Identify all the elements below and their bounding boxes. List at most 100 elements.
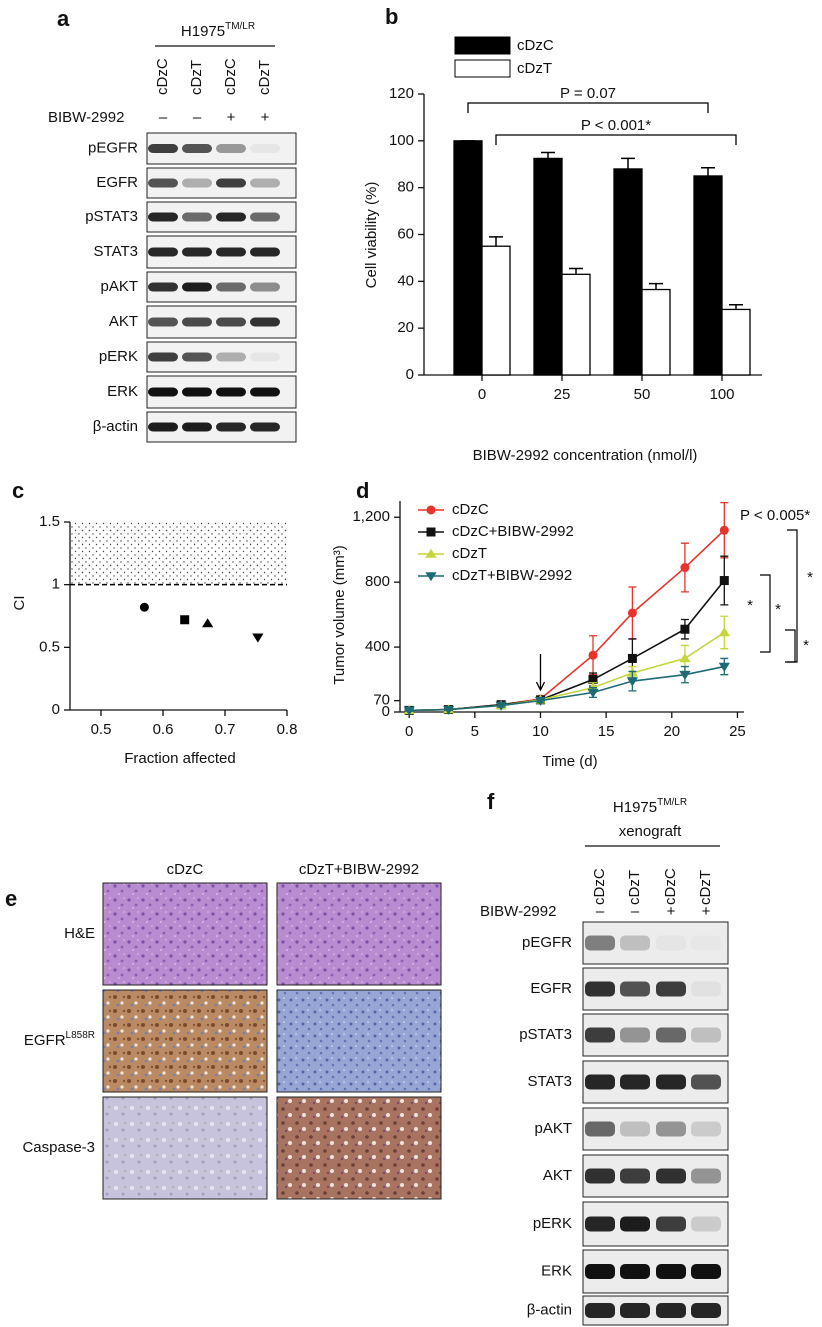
series-line (409, 665, 725, 712)
y-axis-title: Tumor volume (mm³) (331, 545, 348, 684)
blot-row-label: ERK (107, 383, 138, 400)
band (250, 282, 280, 292)
marker (719, 576, 729, 586)
marker (403, 706, 415, 716)
band (182, 212, 212, 222)
blot-row-label: pERK (99, 348, 138, 365)
error-bar (541, 151, 555, 159)
blot-row-label: β-actin (527, 1301, 572, 1318)
histology-row: Caspase-3 (22, 1139, 95, 1156)
y-tick-label: 1.5 (39, 513, 60, 530)
comparison-label: P < 0.001* (581, 117, 651, 134)
band (250, 422, 280, 432)
band (216, 247, 246, 257)
legend-label: cDzC (452, 501, 489, 518)
legend-label: cDzT (517, 60, 552, 77)
band (216, 317, 246, 327)
cell-line-sup: TM/LR (657, 797, 687, 808)
band (216, 387, 246, 397)
panel-label: f (487, 789, 495, 814)
band (216, 144, 246, 153)
blot-strip (582, 921, 729, 965)
bar (641, 288, 671, 376)
comparison-bracket (467, 102, 709, 113)
cell-line-name: H1975 (181, 23, 225, 40)
x-tick-label: 0.6 (153, 721, 174, 738)
marker (534, 696, 547, 706)
y-tick-label: 0 (382, 703, 390, 720)
model: xenograft (619, 823, 682, 840)
shaded-region (70, 522, 287, 585)
legend-swatch (454, 59, 511, 78)
micrograph (276, 989, 442, 1093)
marker (679, 653, 691, 663)
legend-label: cDzT (452, 545, 487, 562)
significance-mark: * (775, 601, 781, 618)
histology-column: cDzT+BIBW-2992 (299, 861, 419, 878)
p-value: P < 0.005* (740, 507, 810, 524)
band (182, 144, 212, 153)
band (691, 1303, 721, 1318)
error-bar (649, 282, 663, 290)
blot-row-label: pERK (533, 1215, 572, 1232)
band (620, 1074, 650, 1090)
band (585, 1216, 615, 1232)
cell-line-sup: TM/LR (225, 21, 255, 32)
micrograph (276, 1096, 442, 1200)
y-axis-title: Cell viability (%) (363, 182, 380, 289)
band (691, 1168, 721, 1184)
x-tick-label: 25 (554, 386, 571, 403)
lane-label: cDzC (662, 868, 679, 905)
x-axis-title: Time (d) (542, 753, 597, 770)
band (620, 1303, 650, 1318)
blot-row-label: ERK (541, 1262, 572, 1279)
series-line (409, 631, 725, 712)
marker (588, 675, 598, 685)
cell-line-name: H1975 (613, 799, 657, 816)
marker (718, 627, 730, 637)
band (620, 1264, 650, 1279)
significance-mark: * (807, 569, 813, 586)
marker (719, 525, 729, 535)
band (216, 212, 246, 222)
marker (180, 615, 190, 625)
band (620, 1168, 650, 1184)
blot-row-label: AKT (109, 313, 138, 330)
marker (252, 633, 264, 643)
y-tick-label: 60 (397, 225, 414, 242)
blot-row-label: STAT3 (94, 243, 138, 260)
legend-label: cDzT+BIBW-2992 (452, 567, 572, 584)
y-tick-label: 40 (397, 272, 414, 289)
x-tick-label: 15 (598, 723, 615, 740)
bar (533, 157, 563, 376)
treatment-mark: – (631, 903, 640, 920)
treatment-mark: – (193, 109, 202, 126)
y-tick-label: 100 (389, 132, 414, 149)
band (656, 1027, 686, 1043)
legend-swatch (454, 36, 511, 55)
treatment-mark: + (227, 109, 236, 126)
comparison-label: P = 0.07 (560, 85, 616, 102)
band (691, 1264, 721, 1279)
micrograph (102, 989, 268, 1093)
band (250, 352, 280, 362)
blot-row-label: pAKT (534, 1120, 572, 1137)
y-tick-label: 800 (365, 573, 390, 590)
band (148, 282, 178, 292)
significance-mark: * (803, 637, 809, 654)
blot-row-label: EGFR (530, 980, 572, 997)
blot-row-label: β-actin (93, 418, 138, 435)
band (585, 1121, 615, 1137)
band (620, 981, 650, 997)
band (656, 936, 686, 951)
histology-row: H&E (64, 925, 95, 942)
band (216, 352, 246, 362)
marker (588, 650, 598, 660)
lane-label: cDzT (626, 870, 643, 905)
blot-strip (146, 132, 297, 165)
marker (139, 602, 149, 612)
band (216, 282, 246, 292)
error-bar (569, 267, 583, 275)
arrow (535, 654, 546, 692)
band (148, 422, 178, 432)
